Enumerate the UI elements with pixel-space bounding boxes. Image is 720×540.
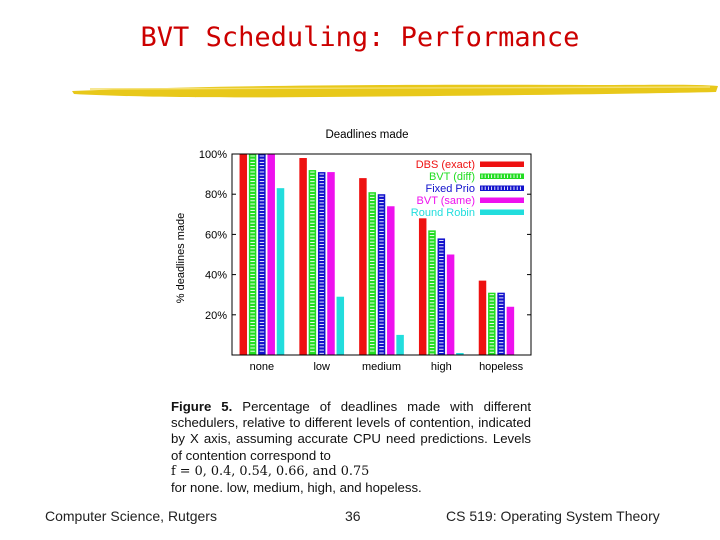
legend-swatch <box>480 185 524 191</box>
bar-bvt-diff-medium <box>368 192 376 355</box>
bar-round-robin-high <box>456 352 464 355</box>
y-tick-label: 100% <box>199 149 227 161</box>
legend-label: DBS (exact) <box>416 159 475 171</box>
bar-fixed-prio-high <box>437 238 446 355</box>
bar-bvt-diff-high <box>428 230 436 355</box>
x-tick-label: medium <box>362 361 401 373</box>
legend-label: BVT (same) <box>417 195 475 207</box>
bar-bvt-diff-low <box>308 170 317 355</box>
bar-round-robin-low <box>336 296 345 355</box>
bar-dbs-exact-low <box>299 158 307 355</box>
chart-title: Deadlines made <box>325 129 408 141</box>
bar-bvt-diff-none <box>248 154 257 355</box>
bar-dbs-exact-hopeless <box>478 280 487 355</box>
x-tick-label: hopeless <box>479 361 524 373</box>
y-tick-label: 20% <box>205 310 227 322</box>
footer-right: CS 519: Operating System Theory <box>446 508 660 524</box>
caption-text-2: for none. low, medium, high, and hopeles… <box>171 480 422 496</box>
y-tick-label: 60% <box>205 229 227 241</box>
x-tick-label: low <box>313 361 330 373</box>
legend-swatch <box>480 161 524 167</box>
bars <box>239 154 515 355</box>
plot-frame <box>231 153 532 356</box>
legend-label: Fixed Prio <box>425 183 475 195</box>
bar-bvt-same-none <box>267 154 275 355</box>
bar-fixed-prio-none <box>258 154 266 355</box>
figure-caption: Figure 5. Percentage of deadlines made w… <box>171 399 531 496</box>
bar-chart: Deadlines made % deadlines made 20% 40% 60… <box>175 129 532 373</box>
x-tick-label: high <box>431 361 452 373</box>
y-tick-label: 80% <box>205 189 227 201</box>
bar-round-robin-none <box>276 188 285 355</box>
legend-swatch <box>480 197 524 203</box>
legend-swatch <box>480 173 524 179</box>
bar-bvt-same-high <box>446 254 455 355</box>
bar-bvt-same-hopeless <box>506 306 515 355</box>
legend-label: BVT (diff) <box>429 171 475 183</box>
bar-bvt-same-low <box>327 172 335 355</box>
bar-bvt-same-medium <box>387 206 395 355</box>
title-underline <box>72 84 718 98</box>
bar-round-robin-medium <box>396 334 404 355</box>
legend-swatch <box>480 209 524 215</box>
bar-fixed-prio-medium <box>377 194 386 355</box>
page-number: 36 <box>345 508 361 524</box>
caption-formula: f = 0, 0.4, 0.54, 0.66, and 0.75 <box>171 463 370 479</box>
x-tick-labels: none low medium high hopeless <box>250 361 524 373</box>
bar-dbs-exact-none <box>239 154 248 355</box>
y-axis-label: % deadlines made <box>175 213 187 304</box>
caption-label: Figure 5. <box>171 399 233 414</box>
y-tick-labels: 20% 40% 60% 80% 100% <box>199 149 531 322</box>
caption-text-1: Percentage of deadlines made with differ… <box>171 399 531 463</box>
x-tick-label: none <box>250 361 274 373</box>
bar-dbs-exact-high <box>418 218 427 355</box>
slide-title: BVT Scheduling: Performance <box>140 22 580 53</box>
y-tick-label: 40% <box>205 270 227 282</box>
bar-dbs-exact-medium <box>359 178 367 355</box>
footer-left: Computer Science, Rutgers <box>45 508 217 524</box>
legend-label: Round Robin <box>411 207 475 219</box>
